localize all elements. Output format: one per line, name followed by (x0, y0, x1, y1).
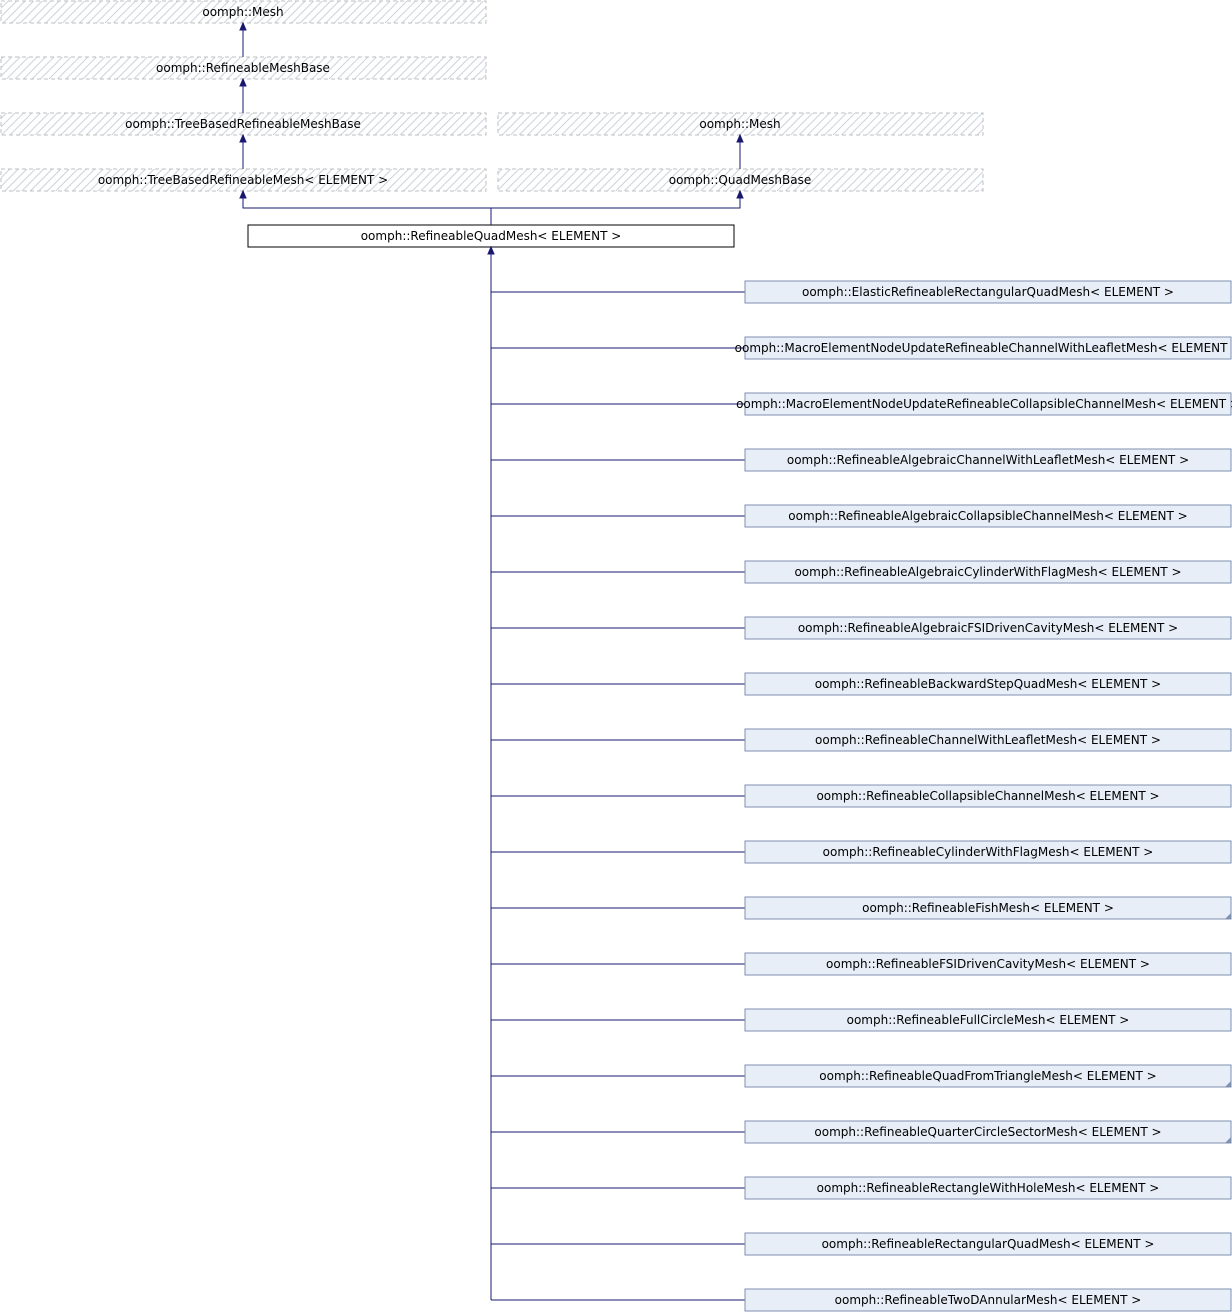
child-edges (487, 245, 745, 1301)
derived-class-label: oomph::RefineableTwoDAnnularMesh< ELEMEN… (835, 1293, 1142, 1307)
derived-class-box (744, 280, 1232, 304)
class-node-label: oomph::TreeBasedRefineableMesh< ELEMENT … (98, 173, 388, 187)
class-node-mesh[interactable]: oomph::Mesh (0, 0, 487, 24)
class-node-tree-based-refineable-mesh-base[interactable]: oomph::TreeBasedRefineableMeshBase (0, 112, 487, 136)
derived-class-label: oomph::MacroElementNodeUpdateRefineableC… (736, 397, 1232, 411)
derived-class-label: oomph::RefineableCollapsibleChannelMesh<… (816, 789, 1159, 803)
child-nodes: oomph::ElasticRefineableRectangularQuadM… (735, 280, 1232, 1312)
derived-class-node[interactable]: oomph::RefineableFullCircleMesh< ELEMENT… (744, 1008, 1232, 1032)
derived-class-box (744, 896, 1232, 920)
derived-class-label: oomph::RefineableCylinderWithFlagMesh< E… (823, 845, 1154, 859)
derived-class-box (744, 504, 1232, 528)
derived-class-box (744, 784, 1232, 808)
derived-class-label: oomph::RefineableRectangularQuadMesh< EL… (822, 1237, 1155, 1251)
derived-class-label: oomph::RefineableQuadFromTriangleMesh< E… (819, 1069, 1156, 1083)
derived-class-node[interactable]: oomph::RefineableQuarterCircleSectorMesh… (744, 1120, 1232, 1144)
class-node-quad-mesh-base[interactable]: oomph::QuadMeshBase (497, 168, 984, 192)
derived-class-box (744, 560, 1232, 584)
derived-class-label: oomph::RefineableAlgebraicCollapsibleCha… (788, 509, 1187, 523)
class-node-mesh-right[interactable]: oomph::Mesh (497, 112, 984, 136)
ancestor-edges (239, 21, 744, 225)
derived-class-box (744, 392, 1232, 416)
class-node-label: oomph::Mesh (699, 117, 780, 131)
class-node-label: oomph::QuadMeshBase (669, 173, 812, 187)
more-subclasses-indicator (1225, 1137, 1231, 1143)
derived-class-node[interactable]: oomph::RefineableAlgebraicCylinderWithFl… (744, 560, 1232, 584)
derived-class-label: oomph::RefineableAlgebraicCylinderWithFl… (794, 565, 1181, 579)
derived-class-box (744, 1232, 1232, 1256)
derived-class-node[interactable]: oomph::RefineableFishMesh< ELEMENT > (744, 896, 1232, 920)
derived-class-node[interactable]: oomph::RefineableRectangularQuadMesh< EL… (744, 1232, 1232, 1256)
derived-class-node[interactable]: oomph::ElasticRefineableRectangularQuadM… (744, 280, 1232, 304)
derived-class-node[interactable]: oomph::MacroElementNodeUpdateRefineableC… (736, 392, 1232, 416)
derived-class-node[interactable]: oomph::RefineableQuadFromTriangleMesh< E… (744, 1064, 1232, 1088)
class-node-refineable-mesh-base[interactable]: oomph::RefineableMeshBase (0, 56, 487, 80)
more-subclasses-indicator (1225, 1081, 1231, 1087)
derived-class-label: oomph::RefineableAlgebraicChannelWithLea… (787, 453, 1189, 467)
class-node-refineable-quad-mesh: oomph::RefineableQuadMesh< ELEMENT > (247, 224, 735, 248)
derived-class-box (744, 672, 1232, 696)
derived-class-node[interactable]: oomph::MacroElementNodeUpdateRefineableC… (735, 336, 1232, 360)
derived-class-node[interactable]: oomph::RefineableAlgebraicFSIDrivenCavit… (744, 616, 1232, 640)
derived-class-box (744, 336, 1232, 360)
derived-class-label: oomph::RefineableFullCircleMesh< ELEMENT… (847, 1013, 1130, 1027)
derived-class-label: oomph::RefineableFishMesh< ELEMENT > (862, 901, 1114, 915)
derived-class-box (744, 1120, 1232, 1144)
derived-class-node[interactable]: oomph::RefineableCollapsibleChannelMesh<… (744, 784, 1232, 808)
class-node-label: oomph::TreeBasedRefineableMeshBase (125, 117, 361, 131)
derived-class-label: oomph::RefineableFSIDrivenCavityMesh< EL… (826, 957, 1150, 971)
class-node-label: oomph::Mesh (202, 5, 283, 19)
class-node-tree-based-refineable-mesh[interactable]: oomph::TreeBasedRefineableMesh< ELEMENT … (0, 168, 487, 192)
derived-class-label: oomph::RefineableRectangleWithHoleMesh< … (817, 1181, 1160, 1195)
derived-class-node[interactable]: oomph::RefineableAlgebraicChannelWithLea… (744, 448, 1232, 472)
derived-class-label: oomph::RefineableChannelWithLeafletMesh<… (815, 733, 1161, 747)
more-subclasses-indicator (1225, 913, 1231, 919)
derived-class-label: oomph::MacroElementNodeUpdateRefineableC… (735, 341, 1232, 355)
derived-class-node[interactable]: oomph::RefineableChannelWithLeafletMesh<… (744, 728, 1232, 752)
derived-class-box (744, 1176, 1232, 1200)
derived-class-box (744, 616, 1232, 640)
derived-class-box (744, 1008, 1232, 1032)
class-node-label: oomph::RefineableQuadMesh< ELEMENT > (361, 229, 622, 243)
derived-class-box (744, 1288, 1232, 1312)
derived-class-node[interactable]: oomph::RefineableRectangleWithHoleMesh< … (744, 1176, 1232, 1200)
derived-class-box (744, 840, 1232, 864)
derived-class-node[interactable]: oomph::RefineableAlgebraicCollapsibleCha… (744, 504, 1232, 528)
derived-class-box (744, 448, 1232, 472)
derived-class-label: oomph::RefineableAlgebraicFSIDrivenCavit… (798, 621, 1178, 635)
class-node-label: oomph::RefineableMeshBase (156, 61, 330, 75)
derived-class-box (744, 952, 1232, 976)
derived-class-box (744, 1064, 1232, 1088)
derived-class-box (744, 728, 1232, 752)
derived-class-label: oomph::RefineableQuarterCircleSectorMesh… (814, 1125, 1161, 1139)
derived-class-node[interactable]: oomph::RefineableBackwardStepQuadMesh< E… (744, 672, 1232, 696)
derived-class-node[interactable]: oomph::RefineableCylinderWithFlagMesh< E… (744, 840, 1232, 864)
derived-class-label: oomph::ElasticRefineableRectangularQuadM… (802, 285, 1174, 299)
derived-class-label: oomph::RefineableBackwardStepQuadMesh< E… (815, 677, 1162, 691)
derived-class-node[interactable]: oomph::RefineableFSIDrivenCavityMesh< EL… (744, 952, 1232, 976)
derived-class-node[interactable]: oomph::RefineableTwoDAnnularMesh< ELEMEN… (744, 1288, 1232, 1312)
